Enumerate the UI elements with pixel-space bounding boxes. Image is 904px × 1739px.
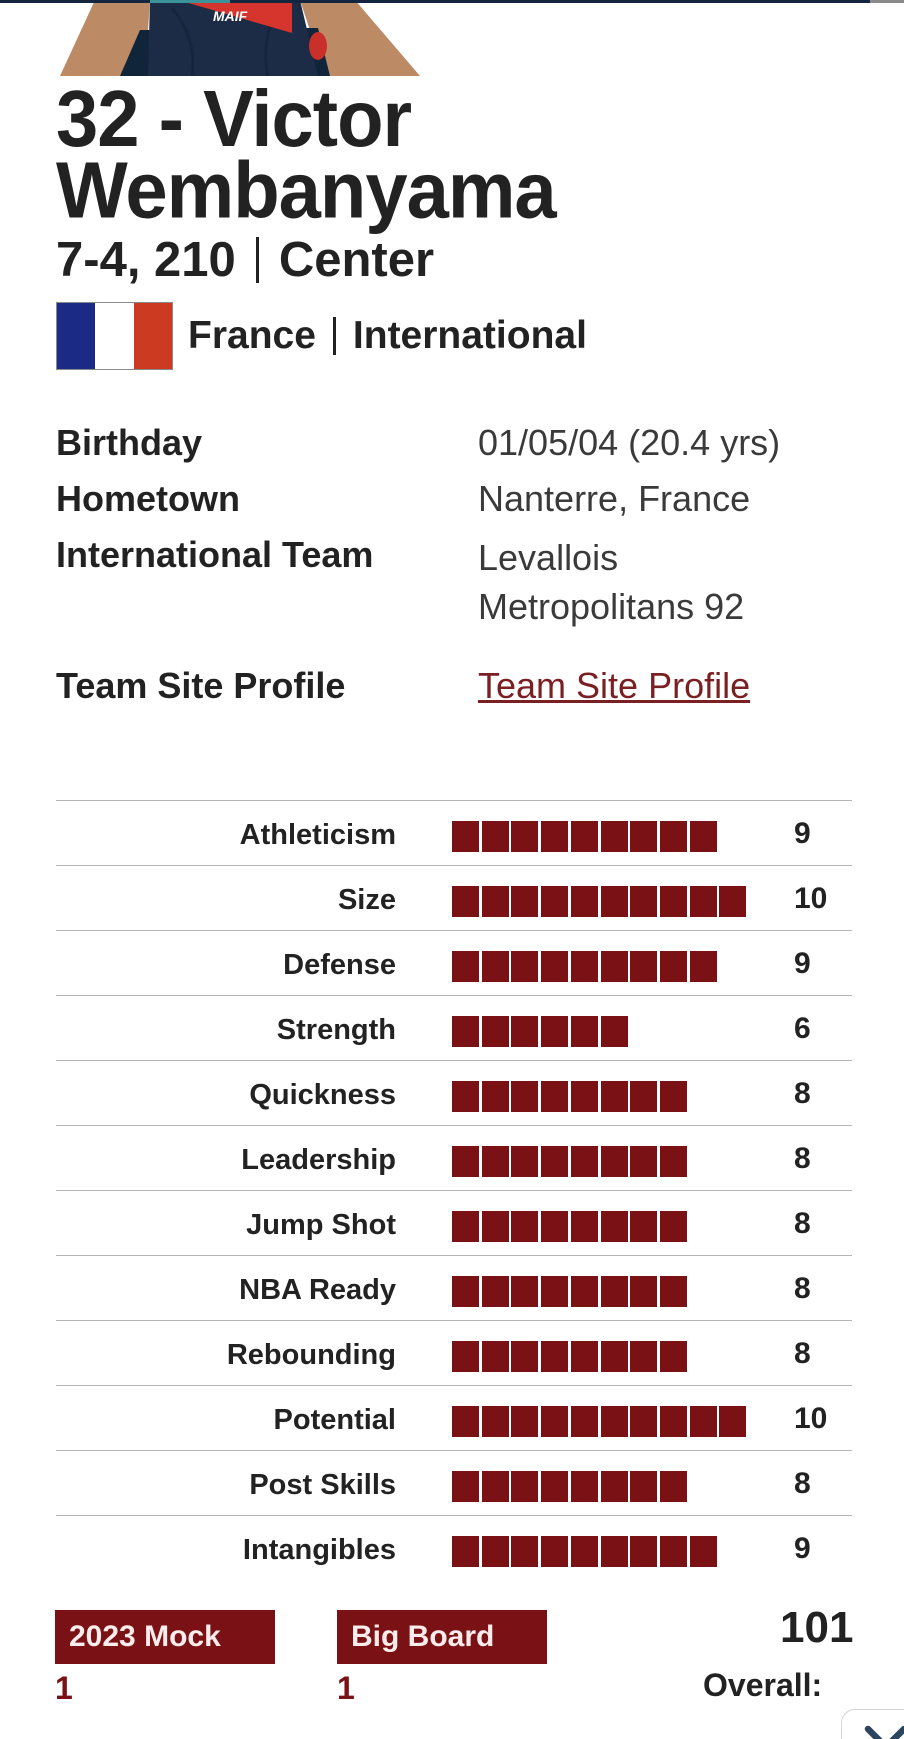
svg-text:MAIF: MAIF <box>213 8 248 24</box>
